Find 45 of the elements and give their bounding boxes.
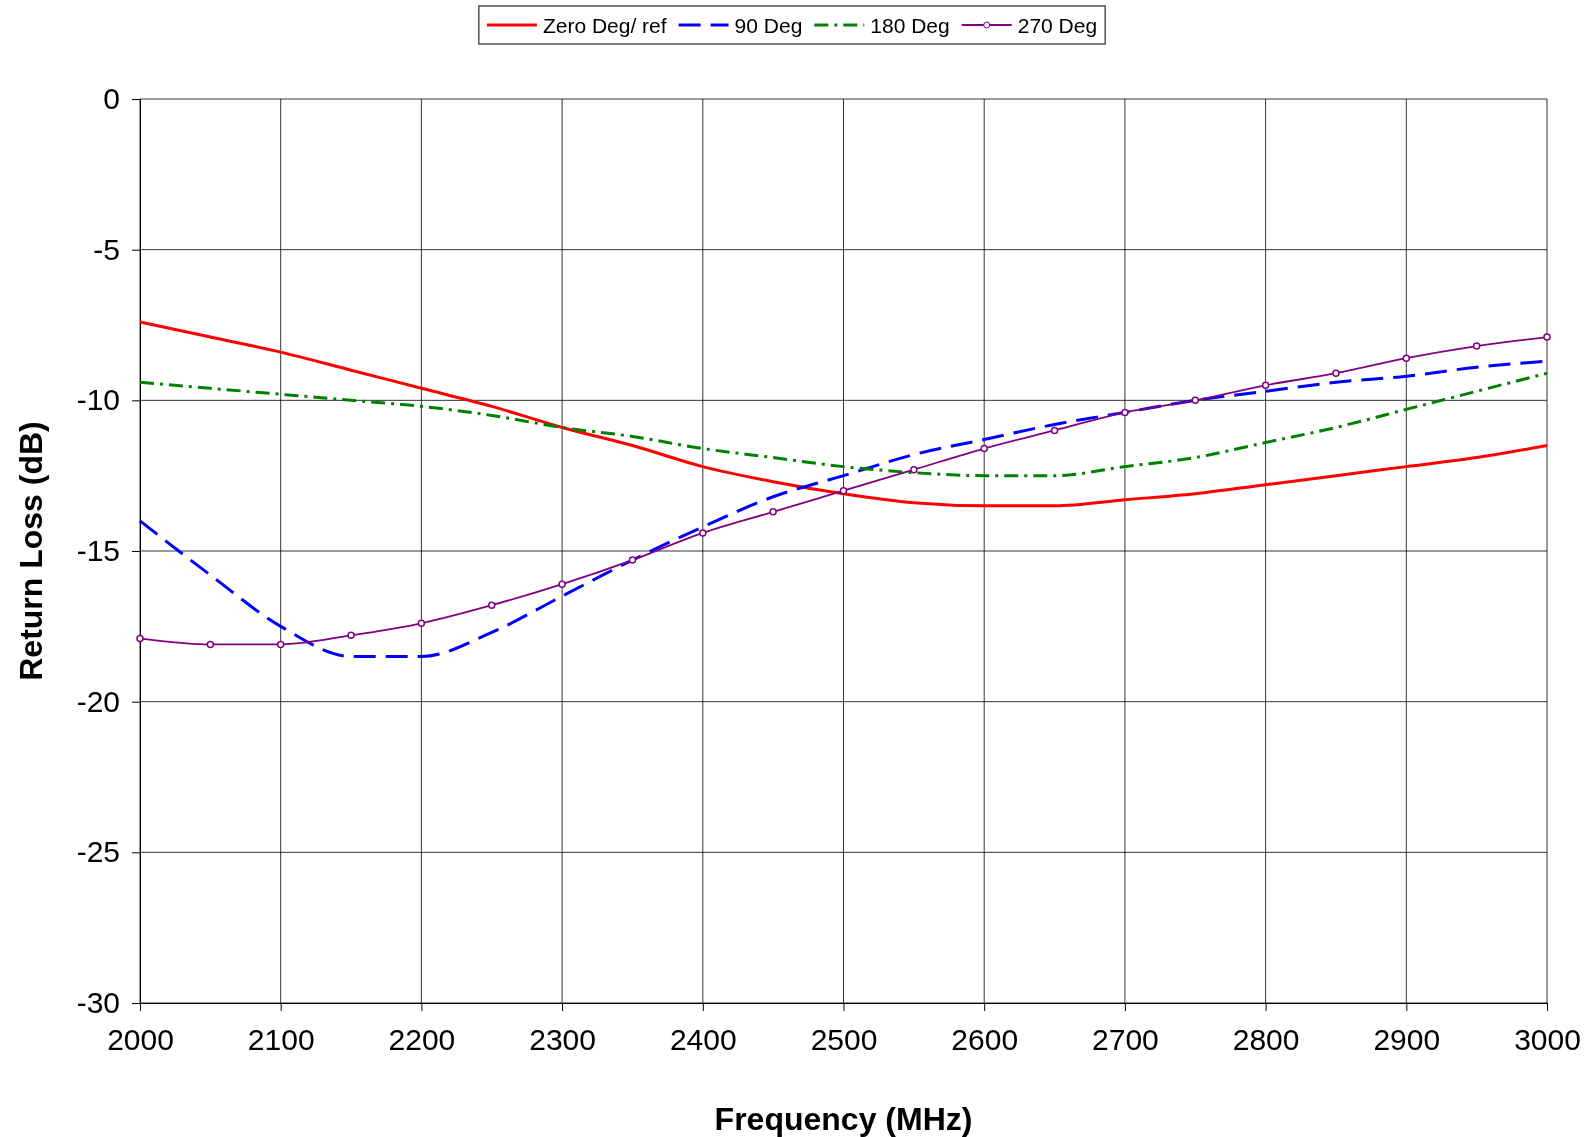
x-tick-label: 2200 — [388, 1023, 456, 1056]
y-tick-label: -5 — [93, 232, 120, 266]
point — [699, 529, 707, 537]
point — [839, 486, 848, 495]
x-tick-label: 2900 — [1373, 1023, 1441, 1056]
x-axis-title: Frequency (MHz) — [714, 1101, 973, 1137]
point — [628, 556, 637, 564]
y-tick-label: -30 — [76, 986, 120, 1020]
y-tick-label: -25 — [76, 835, 120, 869]
point — [1121, 408, 1129, 417]
x-tick-label: 2800 — [1232, 1023, 1300, 1056]
point — [417, 619, 426, 628]
point — [1191, 396, 1199, 405]
y-tick-label: -10 — [76, 383, 120, 417]
point — [1332, 369, 1340, 377]
x-tick-label: 2100 — [247, 1023, 315, 1056]
point — [769, 508, 777, 516]
point — [488, 601, 496, 609]
legend-label: 270 Deg — [1017, 14, 1098, 37]
x-tick-label: 2700 — [1092, 1023, 1159, 1056]
y-tick-label: -15 — [76, 534, 120, 568]
point — [1472, 342, 1481, 350]
point — [206, 640, 215, 649]
y-tick-label: 0 — [103, 82, 120, 116]
y-tick-label: -20 — [76, 684, 120, 718]
point — [1543, 333, 1551, 341]
x-tick-label: 2500 — [810, 1023, 878, 1056]
legend-label: 90 Deg — [734, 14, 803, 37]
legend-label: Zero Deg/ ref — [542, 14, 667, 37]
point — [347, 631, 355, 640]
x-tick-label: 2600 — [951, 1023, 1019, 1056]
point — [276, 640, 285, 649]
point — [1050, 426, 1059, 435]
point — [136, 634, 144, 643]
point — [1261, 381, 1270, 390]
point — [980, 444, 988, 453]
legend-label: 180 Deg — [870, 14, 950, 37]
x-tick-label: 3000 — [1514, 1023, 1581, 1056]
x-tick-label: 2400 — [669, 1023, 737, 1056]
x-tick-label: 2000 — [107, 1023, 174, 1056]
point — [910, 465, 918, 474]
x-tick-label: 2300 — [529, 1023, 596, 1056]
point — [1402, 354, 1411, 362]
y-axis-title: Return Loss (dB) — [13, 421, 49, 681]
point — [558, 580, 566, 588]
